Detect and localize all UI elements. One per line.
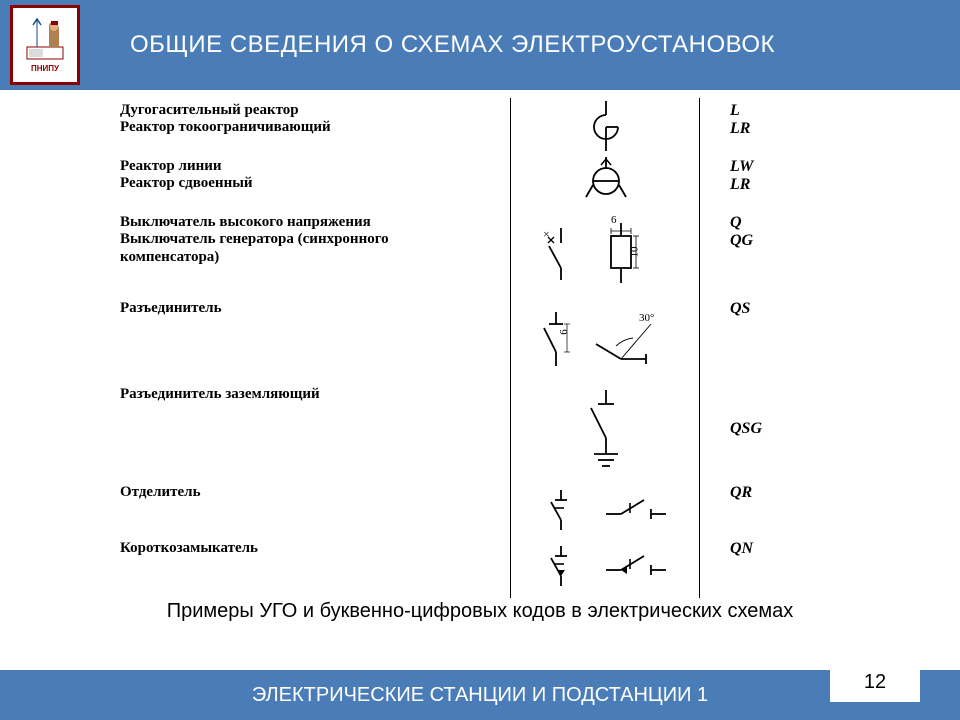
slide-title: ОБЩИЕ СВЕДЕНИЯ О СХЕМАХ ЭЛЕКТРОУСТАНОВОК xyxy=(130,31,775,59)
dimension-label: 10 xyxy=(629,247,641,258)
reactor-symbol xyxy=(511,98,701,154)
university-logo: ПНИПУ xyxy=(10,5,80,85)
code-text: LR xyxy=(730,176,810,194)
code-text: L xyxy=(730,102,810,120)
desc-text: Выключатель высокого напряжения xyxy=(120,214,510,231)
desc-text: Короткозамыкатель xyxy=(120,540,510,557)
svg-text:×: × xyxy=(543,227,550,241)
code-column: L LR LW LR Q QG QS QSG QR QN xyxy=(700,98,810,598)
desc-text: компенсатора) xyxy=(120,249,510,266)
logo-icon xyxy=(25,17,65,62)
code-text: Q xyxy=(730,214,810,232)
desc-text: Реактор сдвоенный xyxy=(120,175,510,192)
code-text: QR xyxy=(730,484,810,502)
code-text: QG xyxy=(730,232,810,250)
breaker-symbol: × 6 10 xyxy=(511,210,701,296)
dimension-label: 6 xyxy=(558,329,570,335)
separator-symbol xyxy=(511,480,701,536)
code-text: QSG xyxy=(730,420,810,438)
description-column: Дугогасительный реактор Реактор токоогра… xyxy=(120,98,510,598)
reactor-double-symbol xyxy=(511,154,701,210)
desc-text: Реактор линии xyxy=(120,158,510,175)
desc-text: Реактор токоограничивающий xyxy=(120,119,510,136)
dimension-label: 6 xyxy=(611,214,617,226)
angle-label: 30° xyxy=(639,312,654,324)
disconnector-symbol: 6 30° xyxy=(511,296,701,382)
symbol-column: × 6 10 xyxy=(510,98,700,598)
desc-text: Выключатель генератора (синхронного xyxy=(120,231,510,248)
code-text: LR xyxy=(730,120,810,138)
desc-text: Разъединитель заземляющий xyxy=(120,386,510,403)
desc-text: Разъединитель xyxy=(120,300,510,317)
logo-text: ПНИПУ xyxy=(31,64,59,73)
table-caption: Примеры УГО и буквенно-цифровых кодов в … xyxy=(0,600,960,623)
slide-header: ПНИПУ ОБЩИЕ СВЕДЕНИЯ О СХЕМАХ ЭЛЕКТРОУСТ… xyxy=(0,0,960,90)
code-text: QN xyxy=(730,540,810,558)
footer-title: ЭЛЕКТРИЧЕСКИЕ СТАНЦИИ И ПОДСТАНЦИИ 1 xyxy=(252,684,708,707)
short-circuiter-symbol xyxy=(511,536,701,592)
desc-text: Дугогасительный реактор xyxy=(120,102,510,119)
code-text: QS xyxy=(730,300,810,318)
slide-footer: ЭЛЕКТРИЧЕСКИЕ СТАНЦИИ И ПОДСТАНЦИИ 1 xyxy=(0,670,960,720)
ground-disconnector-symbol xyxy=(511,382,701,480)
desc-text: Отделитель xyxy=(120,484,510,501)
page-number: 12 xyxy=(830,662,920,702)
symbol-table: Дугогасительный реактор Реактор токоогра… xyxy=(120,98,960,598)
code-text: LW xyxy=(730,158,810,176)
slide-content: Дугогасительный реактор Реактор токоогра… xyxy=(0,90,960,650)
